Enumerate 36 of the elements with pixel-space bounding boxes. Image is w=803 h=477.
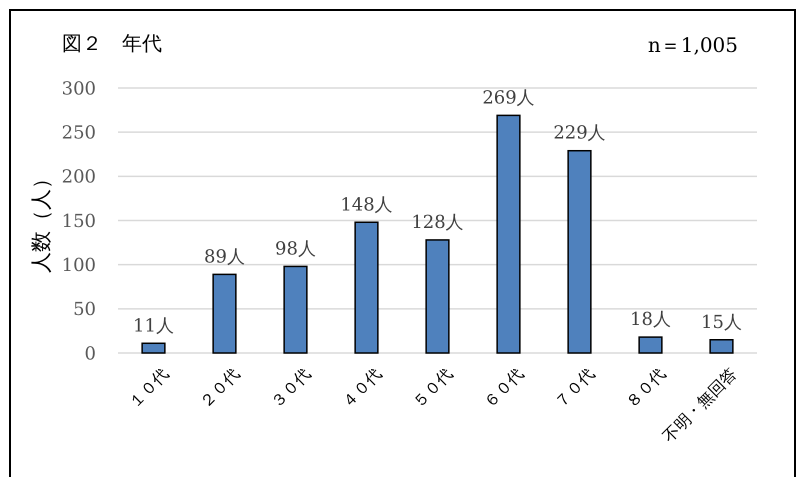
data-label: 18人 <box>630 309 671 330</box>
x-tick-label: ３０代 <box>266 364 314 412</box>
data-label: 98人 <box>275 238 316 260</box>
x-tick-label: ８０代 <box>622 364 670 412</box>
data-label: 89人 <box>204 246 245 268</box>
bar <box>425 239 450 354</box>
bar <box>212 274 237 354</box>
y-tick-label: 100 <box>62 254 96 276</box>
y-tick-label: 50 <box>73 299 96 320</box>
y-tick-label: 250 <box>62 122 96 144</box>
x-tick-label: ６０代 <box>480 364 528 412</box>
y-tick-label: 200 <box>62 166 96 188</box>
x-tick-label: ７０代 <box>550 364 598 412</box>
bar <box>567 150 592 354</box>
bar <box>283 266 308 354</box>
data-label: 229人 <box>553 122 606 144</box>
text: n＝1,005 <box>648 33 738 57</box>
bar <box>496 114 521 354</box>
bar <box>141 342 166 354</box>
x-tick-label: ５０代 <box>408 364 456 412</box>
bar <box>638 336 663 354</box>
chart-title: 図２ 年代 <box>62 31 162 55</box>
data-label: 15人 <box>701 312 742 333</box>
y-tick-label: 0 <box>84 343 96 364</box>
bar <box>709 339 734 354</box>
data-label: 148人 <box>340 194 393 216</box>
x-tick-label: ４０代 <box>338 364 386 412</box>
y-axis-title: 人数（人） <box>29 168 53 273</box>
data-label: 128人 <box>411 212 464 233</box>
x-tick-label: ２０代 <box>196 364 244 412</box>
data-label: 269人 <box>482 87 535 108</box>
y-tick-label: 150 <box>62 210 96 232</box>
data-label: 11人 <box>133 315 174 336</box>
y-tick-label: 300 <box>62 78 96 100</box>
bar <box>354 222 379 354</box>
x-tick-label: １０代 <box>124 364 172 412</box>
